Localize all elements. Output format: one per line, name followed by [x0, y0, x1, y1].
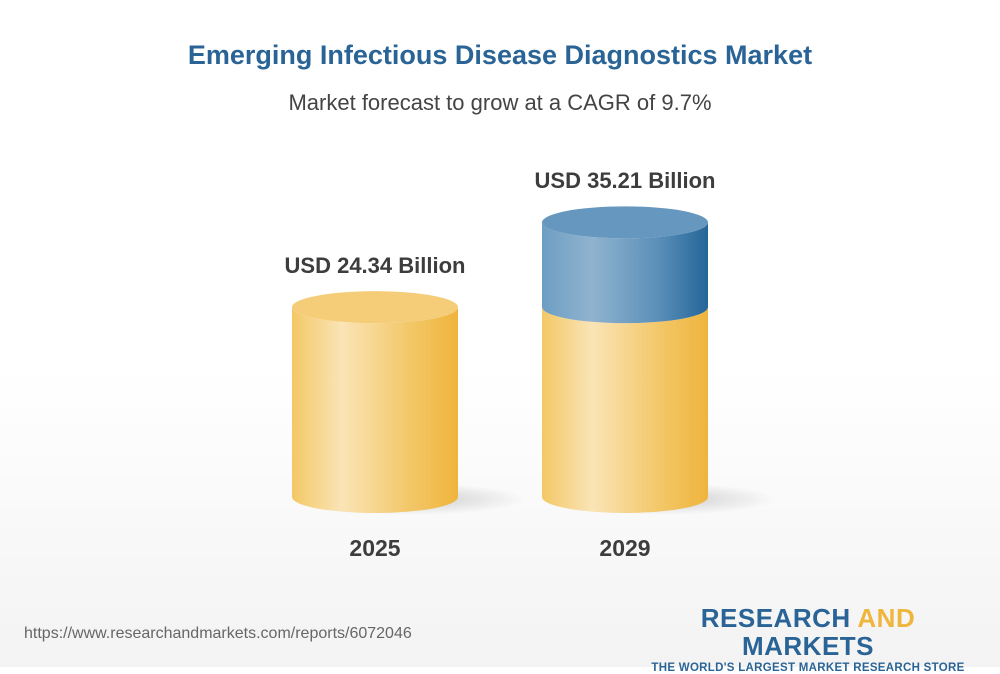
logo-tagline: THE WORLD'S LARGEST MARKET RESEARCH STOR… — [651, 662, 965, 674]
data-label-2025: USD 24.34 Billion — [285, 253, 466, 278]
chart-title: Emerging Infectious Disease Diagnostics … — [187, 40, 813, 70]
logo-text-research: RESEARCH — [700, 603, 858, 633]
research-and-markets-logo: RESEARCH AND MARKETS THE WORLD'S LARGEST… — [640, 604, 976, 674]
chart-subtitle: Market forecast to grow at a CAGR of 9.7… — [288, 90, 712, 115]
logo-text-and: AND — [857, 603, 916, 633]
cylinder-top-2029 — [542, 206, 708, 239]
cylinder-top-2025 — [292, 291, 458, 324]
cylinder-chart: USD 24.34 Billion USD 35.21 Billion 2025… — [285, 168, 775, 561]
data-label-2029: USD 35.21 Billion — [535, 168, 716, 193]
cylinder-growth-2029 — [542, 222, 708, 324]
cylinder-base-2029 — [542, 307, 708, 513]
cylinder-base-2025 — [292, 307, 458, 513]
category-label-2025: 2025 — [349, 535, 400, 561]
source-url[interactable]: https://www.researchandmarkets.com/repor… — [24, 625, 412, 642]
category-label-2029: 2029 — [599, 535, 650, 561]
logo-text-markets: MARKETS — [741, 631, 875, 661]
